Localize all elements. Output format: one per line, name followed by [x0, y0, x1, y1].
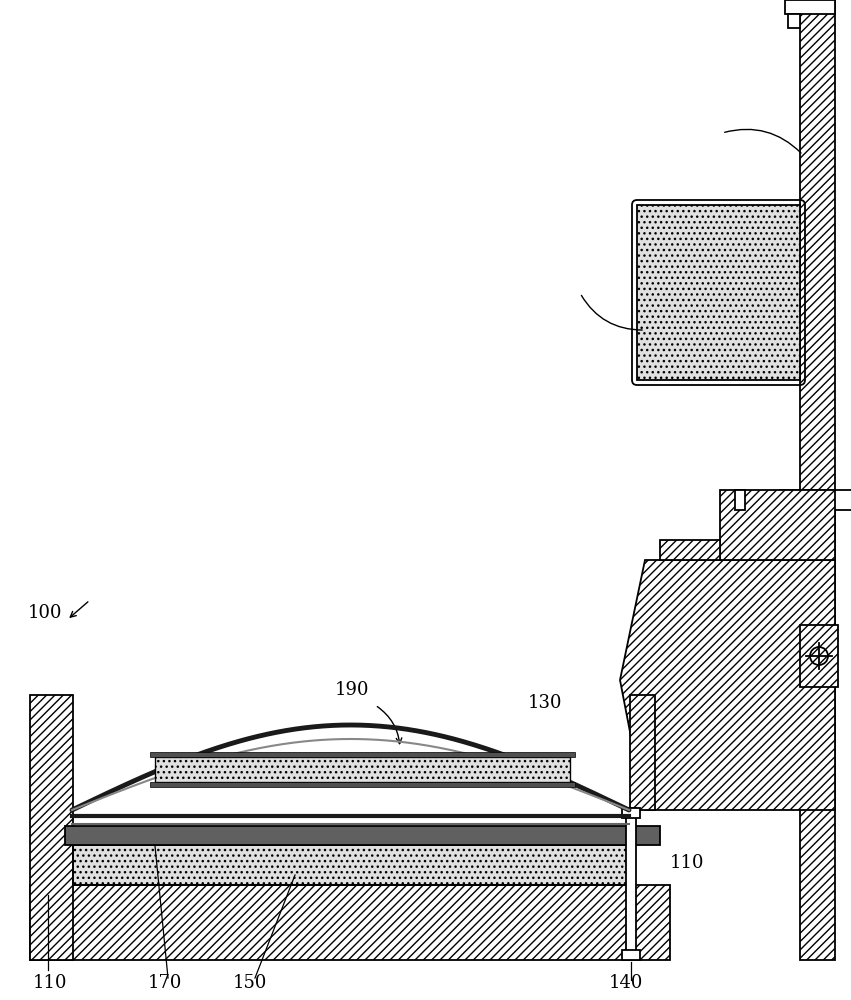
Bar — [637, 205, 800, 380]
Bar — [780, 490, 851, 510]
Bar — [800, 0, 835, 960]
Text: 140: 140 — [609, 974, 643, 992]
Text: 130: 130 — [528, 694, 563, 712]
Bar — [155, 757, 570, 782]
Bar — [785, 0, 835, 14]
Bar — [788, 14, 800, 28]
Bar — [660, 540, 720, 560]
Bar — [630, 695, 655, 810]
Bar — [150, 782, 575, 787]
Bar — [73, 845, 630, 885]
Bar — [65, 826, 660, 845]
Text: 110: 110 — [670, 854, 705, 872]
Text: 100: 100 — [28, 604, 62, 622]
Bar — [155, 757, 570, 782]
Bar — [735, 490, 745, 510]
Text: 170: 170 — [148, 974, 182, 992]
Bar — [800, 625, 838, 687]
Text: 150: 150 — [233, 974, 267, 992]
Bar — [30, 885, 670, 960]
Text: 190: 190 — [335, 681, 369, 699]
Bar — [622, 808, 640, 818]
Bar — [73, 845, 630, 885]
Bar — [720, 490, 835, 560]
Bar — [622, 950, 640, 960]
Polygon shape — [620, 560, 835, 810]
Bar — [745, 510, 835, 560]
Text: 110: 110 — [33, 974, 67, 992]
Bar — [626, 808, 636, 960]
Bar — [30, 695, 73, 960]
Bar — [150, 752, 575, 757]
